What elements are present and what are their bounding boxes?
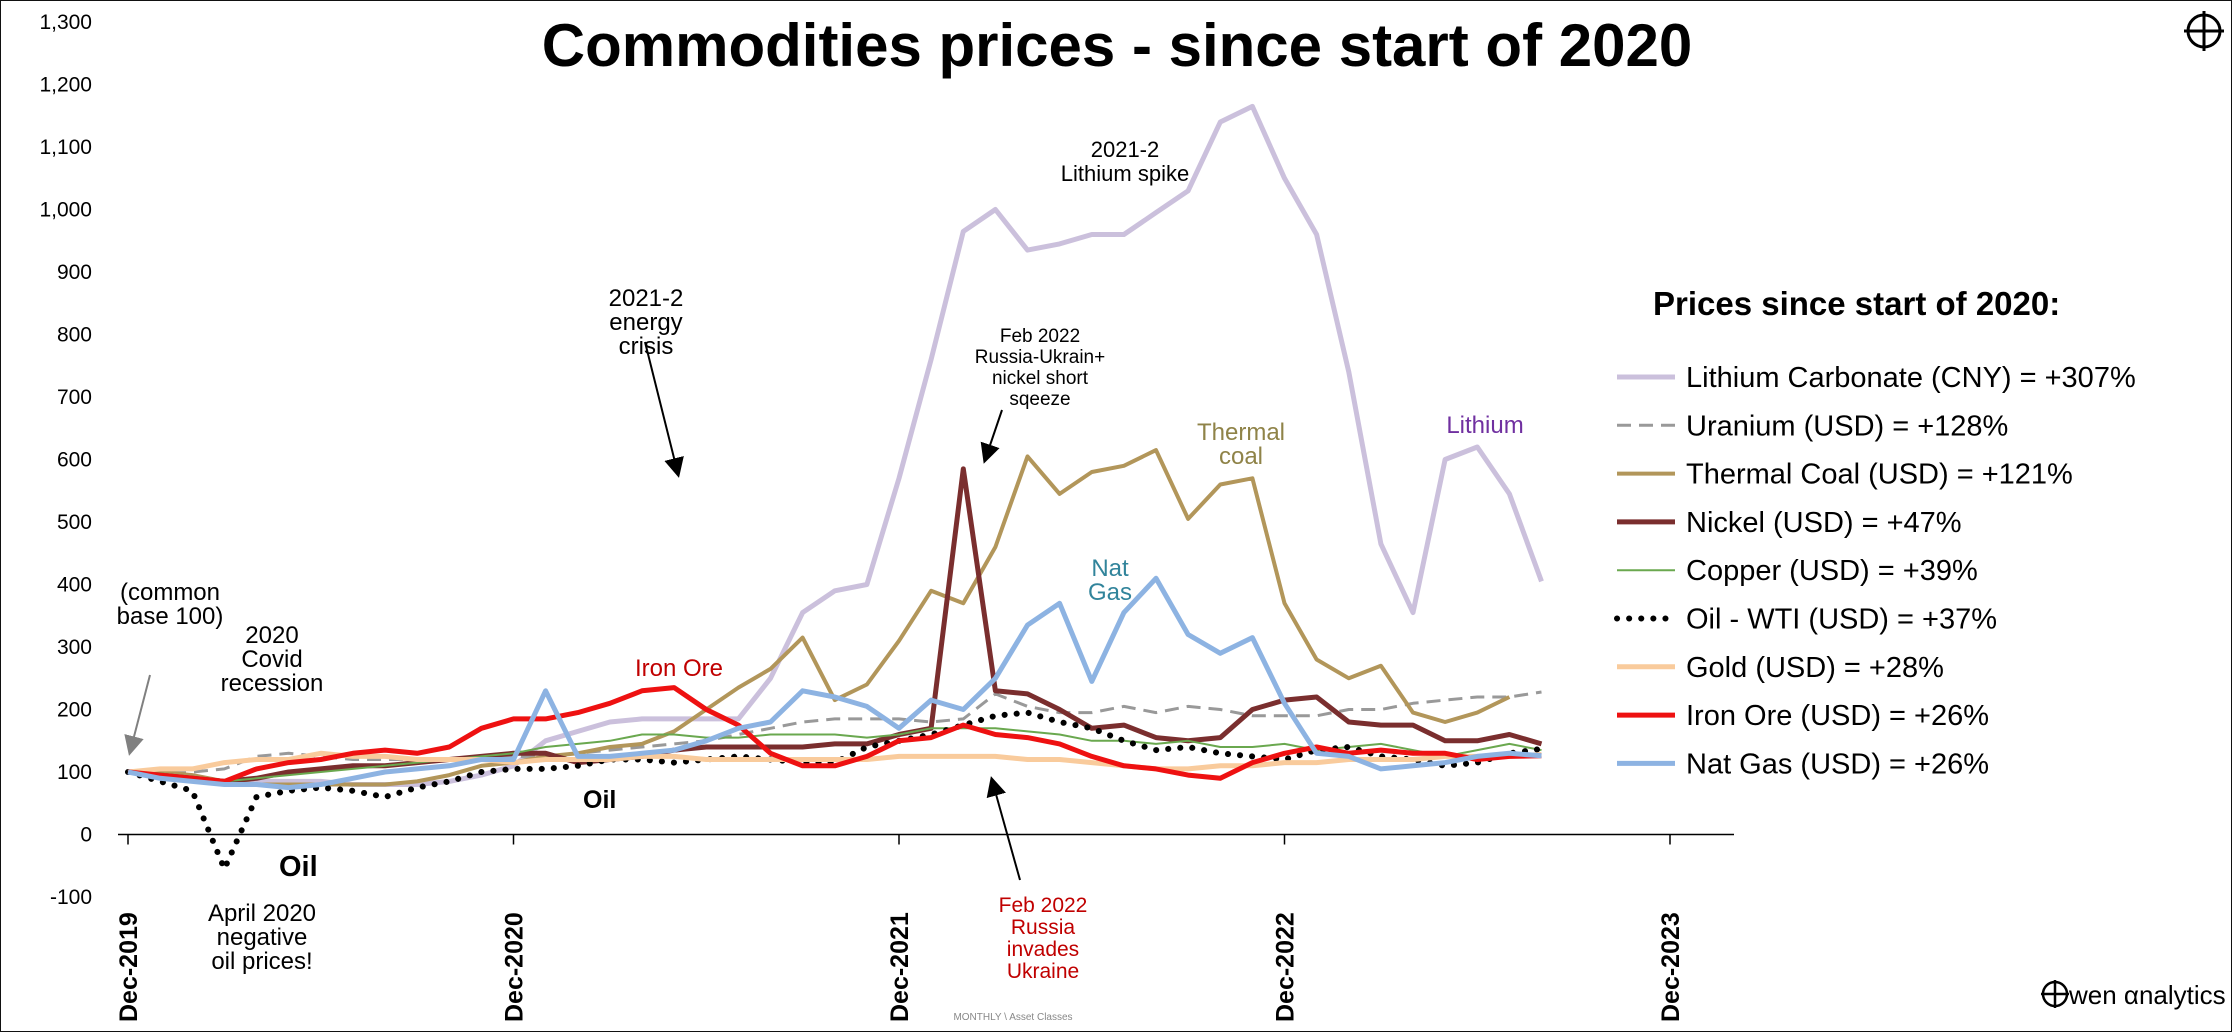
annotation-feb22-invasion: Russia — [1011, 916, 1076, 939]
y-tick-label: 800 — [57, 324, 92, 347]
series-line-1 — [128, 690, 1542, 774]
annotation-energy-crisis: 2021-2 — [609, 285, 684, 312]
series-line-8 — [127, 575, 1542, 791]
y-tick-label: 500 — [57, 511, 92, 534]
annotation-oil-neg: oil prices! — [211, 948, 312, 975]
y-tick-label: 100 — [57, 761, 92, 784]
y-tick-label: 200 — [57, 699, 92, 722]
annotation-feb22-invasion: Feb 2022 — [999, 894, 1088, 917]
series-line-5 — [125, 709, 1545, 872]
y-tick-label: 600 — [57, 449, 92, 472]
annotation-oil-label-mid: Oil — [583, 786, 616, 814]
annotation-feb22-invasion: invades — [1007, 938, 1079, 961]
chart-title: Commodities prices - since start of 2020 — [542, 12, 1692, 79]
y-tick-label: 1,000 — [39, 199, 92, 222]
legend-entry: Gold (USD) = +28% — [1686, 652, 1944, 684]
y-tick-label: 700 — [57, 386, 92, 409]
x-tick-label: Dec-2019 — [115, 912, 143, 1022]
x-tick-label: Dec-2023 — [1657, 912, 1685, 1022]
series-lines — [125, 103, 1545, 872]
annotation-covid: recession — [221, 670, 324, 697]
y-tick-label: 900 — [57, 261, 92, 284]
series-line-2 — [128, 448, 1511, 787]
y-tick-label: 400 — [57, 574, 92, 597]
x-tick-label: Dec-2020 — [501, 912, 529, 1022]
y-tick-label: 1,100 — [39, 136, 92, 159]
annotation-oil-label-low: Oil — [279, 851, 318, 883]
annotation-covid: Covid — [241, 646, 302, 673]
source-label: MONTHLY \ Asset Classes — [953, 1012, 1072, 1023]
annotation-covid: 2020 — [245, 622, 298, 649]
invasion-arrow — [986, 776, 1021, 881]
y-tick-label: 0 — [80, 824, 92, 847]
legend-entry: Lithium Carbonate (CNY) = +307% — [1686, 362, 2136, 394]
annotation-feb22-squeeze: sqeeze — [1009, 389, 1070, 410]
legend-entry: Iron Ore (USD) = +26% — [1686, 700, 1989, 732]
brand-logo: wen αnalytics — [2041, 980, 2226, 1010]
legend-entry: Thermal Coal (USD) = +121% — [1686, 459, 2073, 491]
annotation-oil-neg: April 2020 — [208, 900, 316, 927]
annotation-lithium: Lithium — [1446, 412, 1523, 439]
squeeze-arrow — [980, 409, 1003, 464]
annotation-lithium-spike: 2021-2 — [1091, 137, 1160, 162]
annotation-feb22-invasion: Ukraine — [1007, 960, 1079, 983]
series-line-7 — [127, 685, 1542, 784]
y-tick-label: 1,200 — [39, 74, 92, 97]
annotation-nat-gas: Nat — [1091, 555, 1129, 582]
annotation-iron-ore: Iron Ore — [635, 655, 723, 682]
legend-title: Prices since start of 2020: — [1653, 285, 2060, 322]
x-tick-label: Dec-2022 — [1272, 912, 1300, 1022]
legend-entry: Oil - WTI (USD) = +37% — [1686, 604, 1997, 636]
legend: Prices since start of 2020: Lithium Carbo… — [1614, 285, 2136, 780]
legend-entry: Uranium (USD) = +128% — [1686, 410, 2008, 442]
legend-entry: Nat Gas (USD) = +26% — [1686, 748, 1989, 780]
annotation-common-base: base 100) — [117, 603, 224, 630]
y-tick-label: 1,300 — [39, 11, 92, 34]
series-line-0 — [127, 103, 1544, 787]
legend-entry: Copper (USD) = +39% — [1686, 555, 1978, 587]
y-tick-label: -100 — [50, 886, 92, 909]
annotation-nat-gas: Gas — [1088, 579, 1132, 606]
base-arrow — [124, 674, 151, 756]
y-tick-label: 300 — [57, 636, 92, 659]
annotation-lithium-spike: Lithium spike — [1061, 161, 1189, 186]
annotation-thermal-coal: Thermal — [1197, 419, 1285, 446]
x-tick-label: Dec-2021 — [886, 912, 914, 1022]
annotation-energy-crisis: energy — [609, 309, 682, 336]
annotation-common-base: (common — [120, 579, 220, 606]
series-line-3 — [127, 466, 1543, 784]
legend-entry: Nickel (USD) = +47% — [1686, 507, 1962, 539]
annotation-oil-neg: negative — [217, 924, 308, 951]
brand-name: wen αnalytics — [2068, 980, 2226, 1010]
energy-arrow — [644, 341, 684, 478]
crosshair-icon — [2184, 11, 2224, 51]
annotation-thermal-coal: coal — [1219, 443, 1263, 470]
x-axis: Dec-2019 Dec-2020 Dec-2021 Dec-2022 Dec-2023 — [115, 833, 1734, 1022]
annotation-feb22-squeeze: Russia-Ukrain+ — [975, 347, 1105, 368]
annotation-feb22-squeeze: nickel short — [992, 368, 1089, 389]
annotation-feb22-squeeze: Feb 2022 — [1000, 326, 1080, 347]
series-line-6 — [127, 750, 1542, 775]
y-axis: 1,300 1,200 1,100 1,000 900 800 700 600 500 400 30… — [39, 11, 92, 909]
